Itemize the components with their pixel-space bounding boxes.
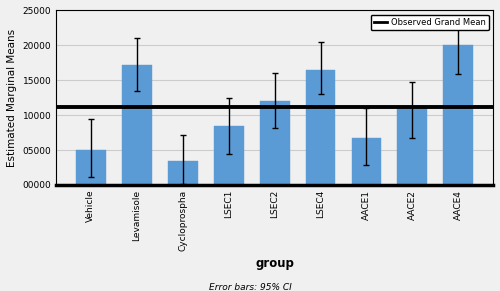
Text: Error bars: 95% CI: Error bars: 95% CI	[208, 283, 292, 291]
Bar	[122, 65, 152, 185]
Bar	[352, 138, 382, 185]
Bar	[168, 161, 198, 185]
Y-axis label: Estimated Marginal Means: Estimated Marginal Means	[7, 29, 17, 167]
Bar	[444, 45, 473, 185]
Bar	[306, 70, 336, 185]
Legend: Observed Grand Mean: Observed Grand Mean	[370, 15, 489, 30]
Bar	[214, 126, 244, 185]
X-axis label: group: group	[255, 256, 294, 269]
Bar	[398, 108, 428, 185]
Bar	[76, 150, 106, 185]
Bar	[260, 101, 290, 185]
